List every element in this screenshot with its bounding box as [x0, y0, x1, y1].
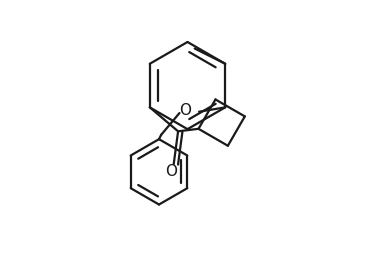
Text: O: O: [165, 164, 177, 179]
Text: O: O: [179, 103, 191, 118]
